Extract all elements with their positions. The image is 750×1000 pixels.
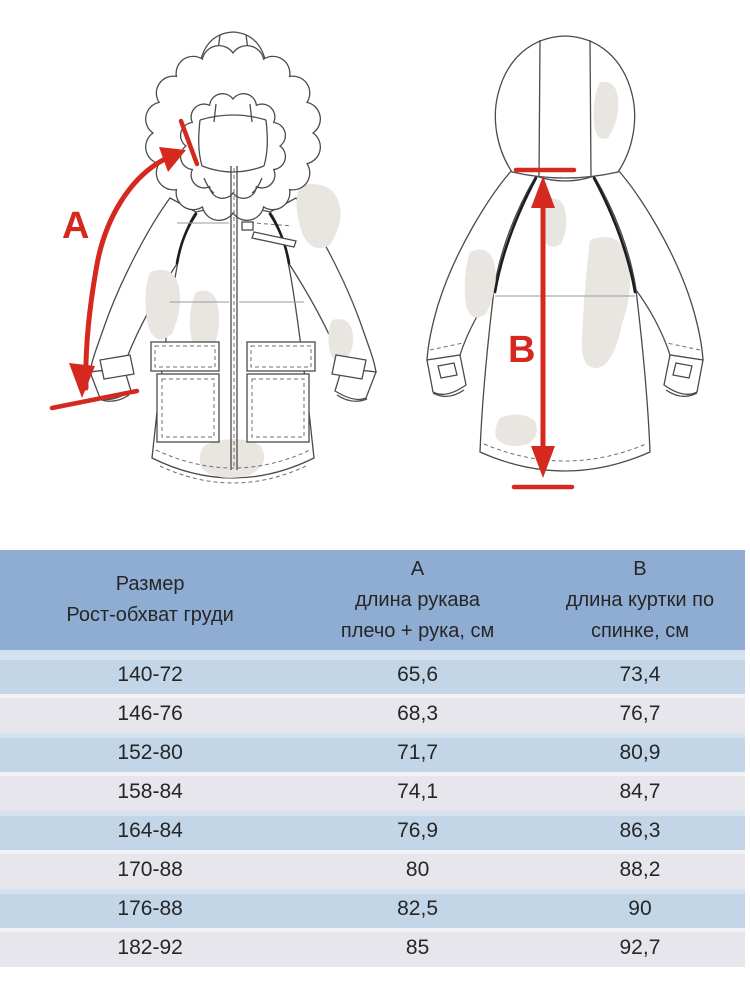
header-line: плечо + рука, см: [340, 619, 495, 642]
table-row: 140-72 65,6 73,4: [0, 655, 745, 694]
size-cell: 164-84: [117, 818, 183, 842]
measure-a-arrow: А: [49, 118, 200, 411]
b-cell: 73,4: [619, 662, 661, 686]
table-header: Размер Рост-обхват груди А длина рукава …: [0, 550, 745, 655]
arrowhead-down-icon: [531, 446, 555, 478]
size-cell: 182-92: [117, 935, 183, 959]
header-a-column: А длина рукава плечо + рука, см: [300, 550, 535, 650]
header-line: длина куртки по: [565, 588, 715, 611]
table-body: 140-72 65,6 73,4 146-76 68,3 76,7 152-80…: [0, 655, 745, 967]
a-cell: 74,1: [397, 779, 438, 803]
a-cell: 71,7: [397, 740, 438, 764]
a-cell: 76,9: [397, 818, 438, 842]
header-line: А: [410, 557, 425, 580]
size-cell: 158-84: [117, 779, 183, 803]
measure-b-arrow: В: [508, 167, 577, 490]
table-row: 170-88 80 88,2: [0, 850, 745, 889]
header-line: В: [633, 557, 647, 580]
a-cell: 85: [405, 935, 430, 959]
a-cell: 80: [405, 857, 430, 881]
table-row: 164-84 76,9 86,3: [0, 811, 745, 850]
jacket-front-back-diagram: А В: [49, 31, 704, 490]
arrowhead-up-icon: [159, 147, 186, 172]
table-row: 176-88 82,5 90: [0, 889, 745, 928]
header-line: спинке, см: [590, 619, 689, 642]
b-cell: 80,9: [619, 740, 661, 764]
header-line: длина рукава: [355, 588, 481, 611]
a-cell: 82,5: [397, 896, 438, 920]
measure-a-label: А: [62, 205, 89, 247]
b-cell: 88,2: [619, 857, 661, 881]
size-cell: 176-88: [117, 896, 183, 920]
jacket-front-view: [89, 31, 377, 484]
b-cell: 92,7: [619, 935, 661, 959]
b-cell: 86,3: [619, 818, 661, 842]
header-line: Рост-обхват груди: [66, 604, 234, 626]
measure-b-label: В: [508, 329, 535, 371]
size-cell: 152-80: [117, 740, 183, 764]
size-cell: 146-76: [117, 701, 183, 725]
arrowhead-up-icon: [531, 176, 555, 208]
table-row: 182-92 85 92,7: [0, 928, 745, 967]
jacket-diagrams: А В: [49, 31, 704, 490]
header-b-column: В длина куртки по спинке, см: [535, 550, 745, 650]
size-table: Размер Рост-обхват груди А длина рукава …: [0, 550, 745, 967]
a-cell: 68,3: [397, 701, 438, 725]
a-cell: 65,6: [397, 662, 438, 686]
arrowhead-down-icon: [69, 363, 95, 398]
size-cell: 170-88: [117, 857, 183, 881]
header-size-column: Размер Рост-обхват груди: [0, 550, 300, 650]
header-line: Размер: [115, 573, 185, 595]
b-cell: 84,7: [619, 779, 661, 803]
b-cell: 76,7: [619, 701, 661, 725]
table-row: 158-84 74,1 84,7: [0, 772, 745, 811]
b-cell: 90: [628, 896, 652, 920]
table-row: 152-80 71,7 80,9: [0, 733, 745, 772]
table-row: 146-76 68,3 76,7: [0, 694, 745, 733]
size-cell: 140-72: [117, 662, 183, 686]
jacket-back-view: [426, 35, 704, 472]
